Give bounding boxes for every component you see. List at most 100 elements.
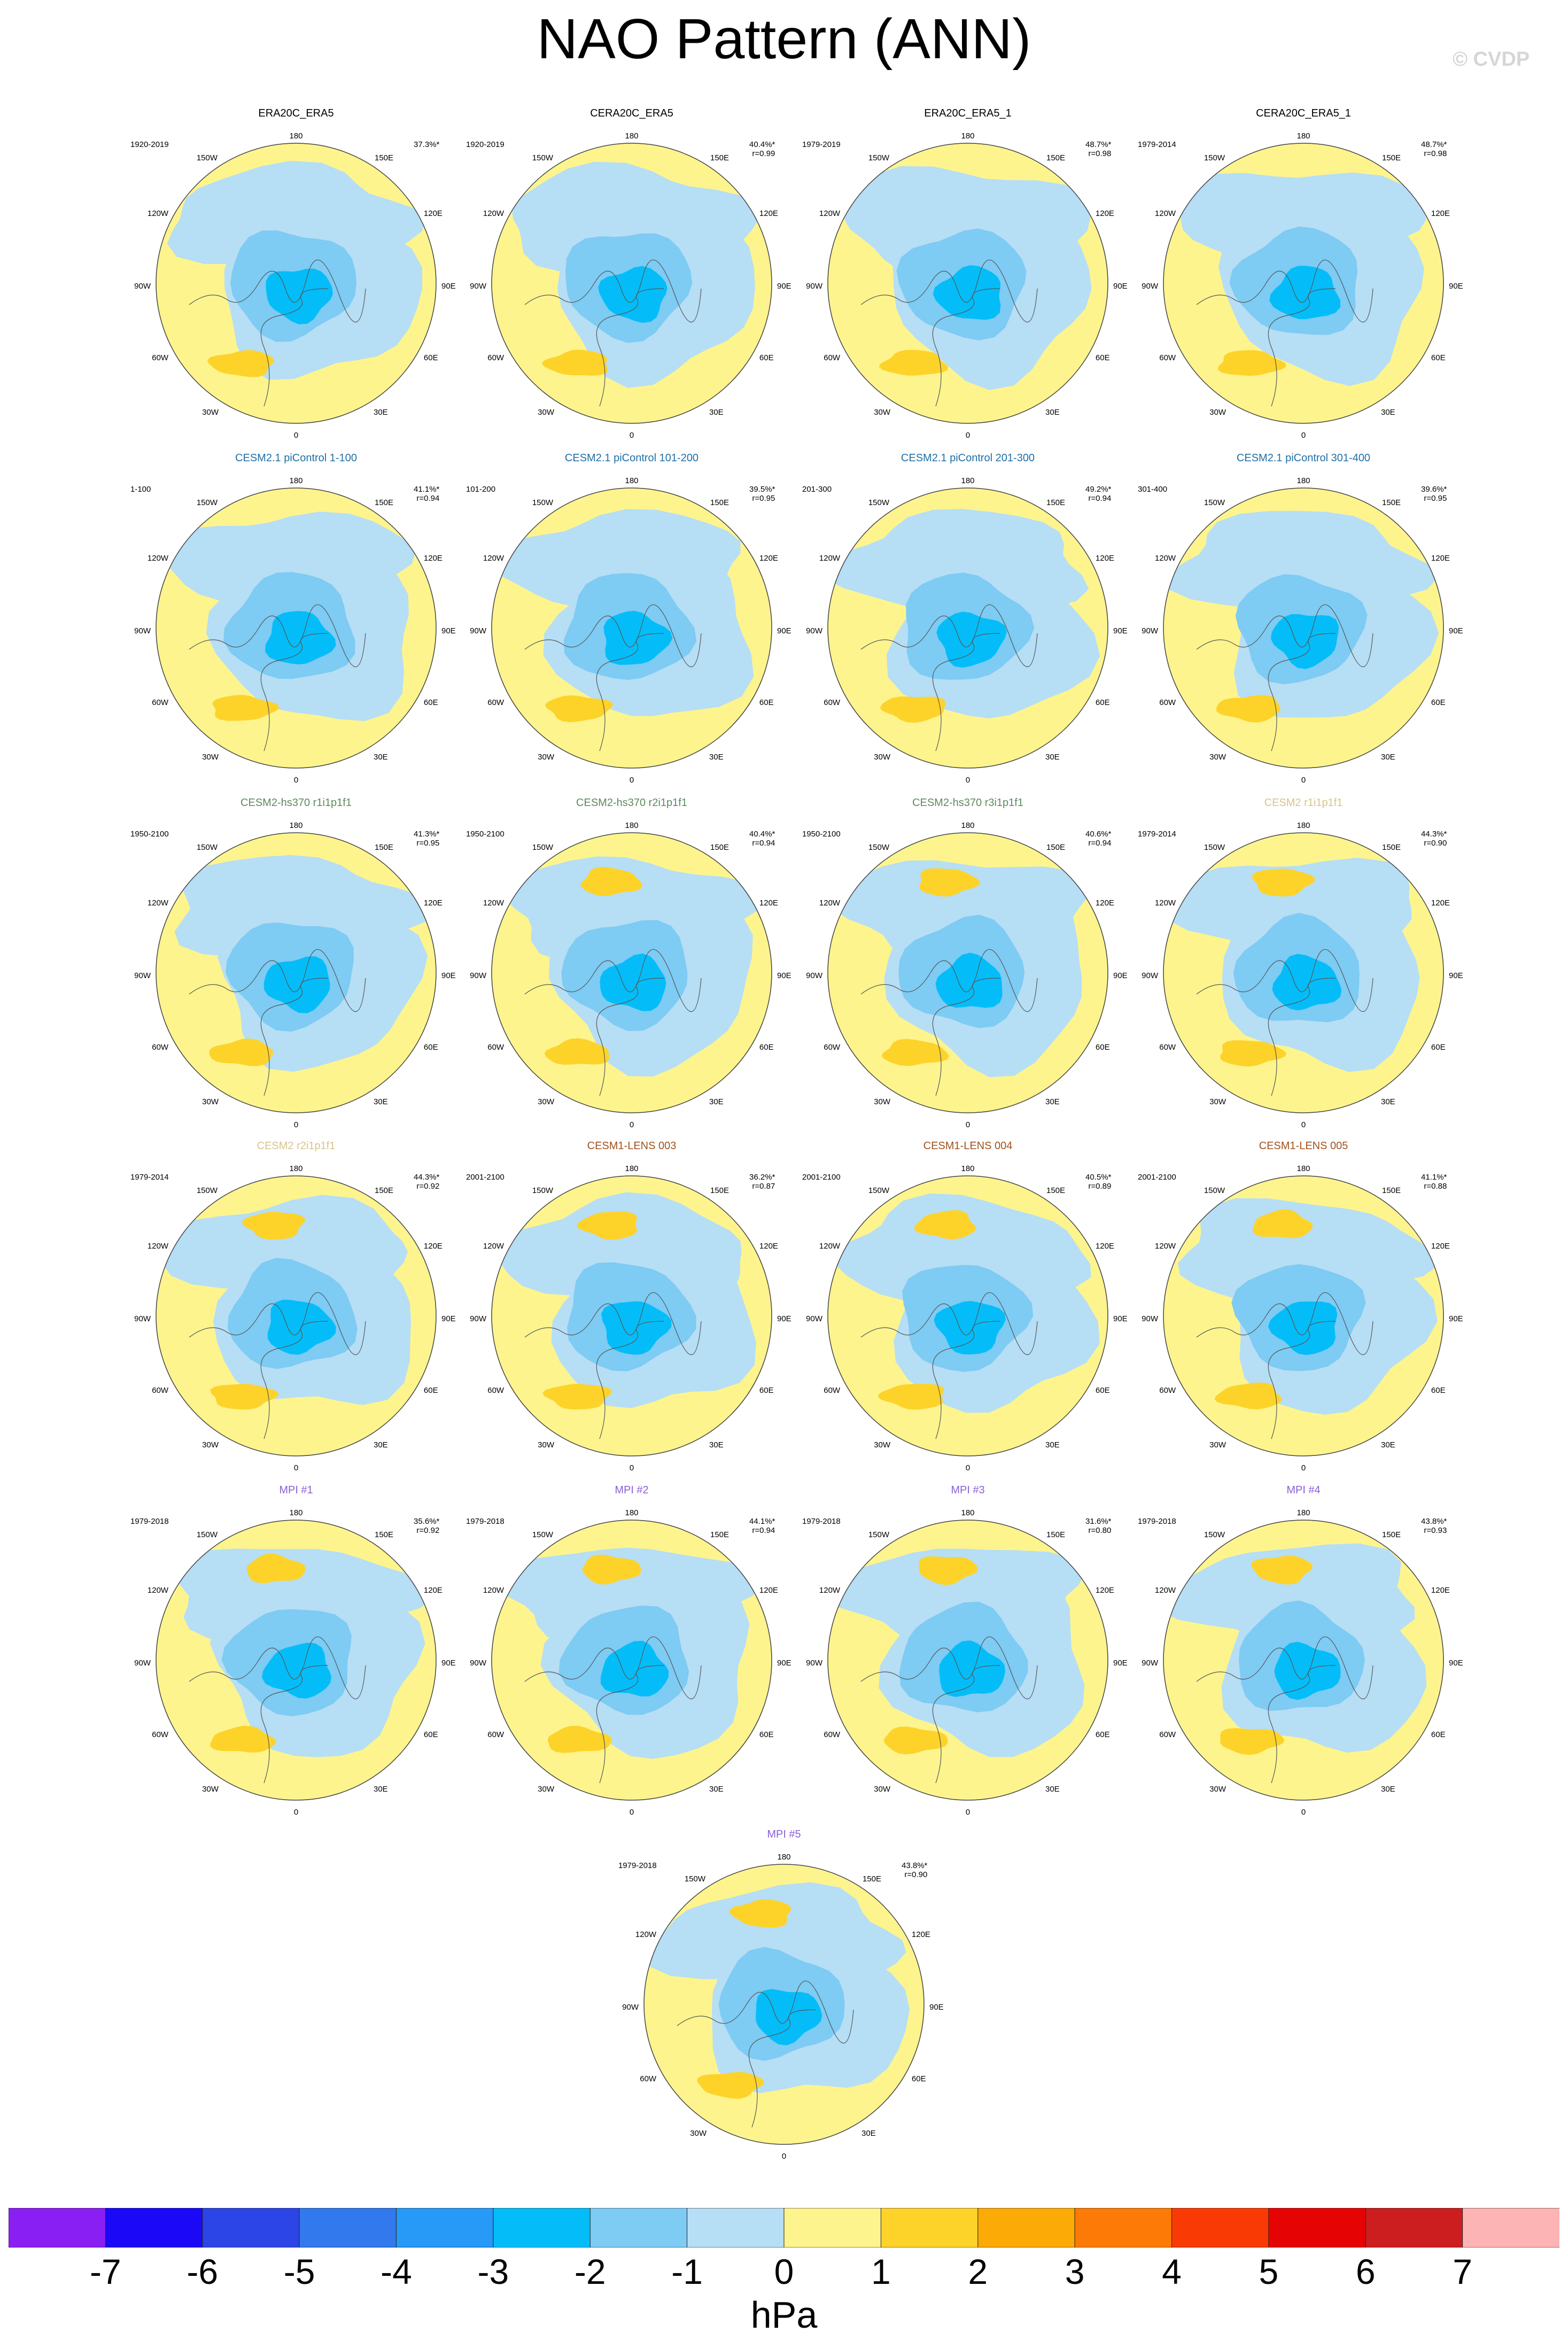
longitude-label: 180: [1297, 131, 1310, 141]
coastline: [1196, 1292, 1373, 1355]
colorbar-tick-label: 2: [968, 2252, 988, 2291]
longitude-label: 60W: [824, 1043, 841, 1052]
colorbar-unit-label: hPa: [750, 2294, 818, 2336]
panel-pattern-correlation: r=0.87: [752, 1182, 775, 1191]
longitude-label: 150E: [1046, 1530, 1065, 1539]
longitude-label: 30W: [874, 1785, 891, 1794]
longitude-label: 30E: [1381, 1097, 1395, 1106]
colorbar-swatch: [9, 2208, 106, 2248]
panel-stats: 44.3%* r=0.90: [1421, 830, 1447, 848]
positive-contour-1: [914, 1210, 976, 1239]
longitude-label: 60E: [424, 1730, 438, 1739]
coastline: [932, 288, 1000, 407]
longitude-label: 150E: [1046, 498, 1065, 507]
coastline: [260, 288, 329, 407]
longitude-label: 150W: [197, 498, 218, 507]
coastline: [677, 1980, 854, 2044]
longitude-label: 120E: [424, 898, 443, 908]
panel-stats: 43.8%* r=0.93: [1421, 1517, 1447, 1535]
longitude-label: 120W: [148, 898, 169, 908]
negative-contour-2: [1272, 954, 1342, 1011]
longitude-label: 0: [966, 1808, 970, 1817]
map-panel: ERA20C_ERA5_1 1979-2019 48.7%* r=0.98 180 0 15…: [800, 107, 1136, 460]
map-panel: CESM2-hs370 r2i1p1f1 1950-2100 40.4%* r=0.9…: [464, 796, 799, 1149]
polar-map: 180 0 150W 150E 120W 120E 90W 90E 60W 60E 30W 30E: [1142, 821, 1463, 1129]
longitude-label: 0: [1301, 431, 1306, 440]
panel-pattern-correlation: r=0.94: [752, 839, 775, 848]
longitude-label: 90E: [1449, 971, 1463, 980]
longitude-label: 60E: [424, 1386, 438, 1395]
longitude-label: 90E: [777, 1314, 791, 1323]
positive-contour-1: [207, 350, 275, 377]
longitude-label: 120E: [1096, 209, 1114, 218]
panel-stats: 43.8%* r=0.90: [902, 1861, 927, 1879]
colorbar-tick-label: 6: [1355, 2252, 1376, 2291]
longitude-label: 150E: [1046, 153, 1065, 162]
longitude-label: 90E: [1449, 282, 1463, 291]
longitude-label: 120E: [759, 1586, 778, 1595]
map-panel: MPI #1 1979-2018 35.6%* r=0.92 180 0 150W 150E 1…: [128, 1484, 464, 1836]
polar-map: 180 0 150W 150E 120W 120E 90W 90E 60W 60E 30W 30E: [806, 1164, 1128, 1473]
longitude-label: 60E: [1431, 1043, 1446, 1052]
panel-pattern-correlation: r=0.90: [904, 1870, 928, 1879]
longitude-label: 60E: [424, 698, 438, 707]
longitude-label: 120W: [148, 554, 169, 563]
negative-contour-2: [1269, 266, 1341, 320]
panel-variance-pct: 35.6%*: [414, 1517, 440, 1526]
coastline: [932, 633, 1000, 751]
positive-contour-1: [1251, 1555, 1313, 1585]
longitude-label: 30W: [538, 1785, 555, 1794]
longitude-label: 90E: [777, 1659, 791, 1668]
longitude-label: 120W: [819, 1242, 841, 1251]
colorbar-swatch: [396, 2208, 494, 2248]
longitude-label: 60E: [1096, 1043, 1110, 1052]
coastline: [524, 949, 702, 1012]
coastline: [596, 978, 664, 1096]
panel-stats: 40.4%* r=0.94: [749, 830, 775, 848]
longitude-label: 30E: [1045, 1785, 1060, 1794]
longitude-label: 90E: [441, 282, 456, 291]
longitude-label: 90E: [1113, 626, 1128, 636]
panel-pattern-correlation: r=0.98: [1424, 149, 1447, 158]
longitude-label: 30W: [1209, 1097, 1227, 1106]
longitude-label: 60W: [824, 698, 841, 707]
panel-stats: 37.3%*: [414, 140, 439, 149]
panel-variance-pct: 43.8%*: [902, 1861, 928, 1870]
negative-contour-2: [1268, 1301, 1338, 1355]
coastline: [189, 949, 366, 1012]
longitude-label: 30W: [538, 753, 555, 762]
panel-variance-pct: 40.5%*: [1085, 1173, 1112, 1182]
panel-title: CESM2-hs370 r2i1p1f1: [576, 797, 687, 809]
panel-period: 1979-2014: [130, 1173, 169, 1182]
panel-title: MPI #1: [279, 1484, 313, 1496]
longitude-label: 0: [294, 1808, 298, 1817]
longitude-label: 180: [289, 476, 302, 485]
map-boundary: [156, 1520, 437, 1801]
polar-map: 180 0 150W 150E 120W 120E 90W 90E 60W 60E 30W 30E: [470, 821, 791, 1129]
panel-title: CESM2.1 piControl 1-100: [235, 452, 357, 464]
longitude-label: 120W: [483, 1242, 504, 1251]
panel-title: CESM1-LENS 004: [923, 1140, 1013, 1152]
coastline: [1196, 604, 1373, 668]
longitude-label: 60E: [759, 353, 774, 362]
positive-contour-1: [881, 1039, 949, 1066]
longitude-label: 60E: [912, 2074, 926, 2083]
longitude-label: 90W: [806, 1659, 823, 1668]
polar-map: 180 0 150W 150E 120W 120E 90W 90E 60W 60E 30W 30E: [134, 1508, 456, 1817]
longitude-label: 150E: [375, 498, 393, 507]
longitude-label: 0: [966, 1463, 970, 1473]
panel-pattern-correlation: r=0.95: [1424, 494, 1447, 503]
longitude-label: 180: [961, 476, 974, 485]
longitude-label: 180: [289, 131, 302, 141]
panel-variance-pct: 39.6%*: [1421, 485, 1447, 494]
polar-map: 180 0 150W 150E 120W 120E 90W 90E 60W 60E 30W 30E: [470, 1508, 791, 1817]
panel-pattern-correlation: r=0.88: [1424, 1182, 1447, 1191]
coastline: [260, 1321, 329, 1439]
polar-map: 180 0 150W 150E 120W 120E 90W 90E 60W 60E 30W 30E: [470, 476, 791, 785]
longitude-label: 90E: [441, 1314, 456, 1323]
map-boundary: [1163, 1520, 1444, 1801]
colorbar-tick-label: -7: [90, 2252, 121, 2291]
longitude-label: 30E: [374, 408, 388, 417]
panel-variance-pct: 41.1%*: [414, 485, 440, 494]
longitude-label: 120E: [912, 1930, 930, 1939]
